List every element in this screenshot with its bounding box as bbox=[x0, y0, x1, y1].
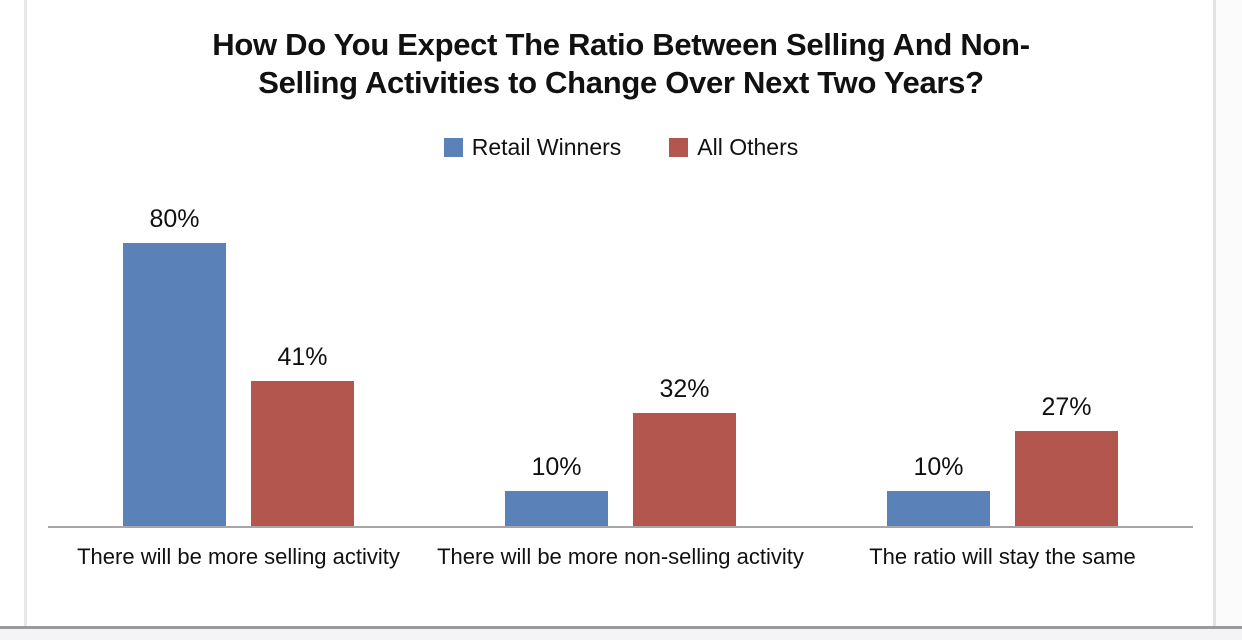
page-bottom-divider bbox=[0, 626, 1242, 629]
category-labels: There will be more selling activity There… bbox=[48, 541, 1193, 613]
chart-title-line-2: Selling Activities to Change Over Next T… bbox=[258, 65, 984, 100]
legend-item-all-others: All Others bbox=[669, 134, 798, 161]
bar-value-label-all-others-0: 41% bbox=[277, 343, 328, 371]
category-cell-0: There will be more selling activity bbox=[77, 541, 400, 613]
bar-retail-winners-1 bbox=[505, 491, 608, 527]
bar-retail-winners-0 bbox=[123, 243, 226, 527]
bar-retail-winners-2 bbox=[887, 491, 990, 527]
bar-value-label-retail-winners-0: 80% bbox=[149, 205, 200, 233]
bar-all-others-0 bbox=[251, 381, 354, 527]
category-cell-1: There will be more non-selling activity bbox=[437, 541, 804, 613]
bar-value-label-retail-winners-1: 10% bbox=[531, 453, 582, 481]
x-axis-line bbox=[48, 526, 1193, 528]
bar-column-all-others-1: 32% bbox=[633, 375, 736, 527]
bar-all-others-1 bbox=[633, 413, 736, 527]
category-label-2: The ratio will stay the same bbox=[869, 544, 1136, 569]
legend-swatch-retail-winners bbox=[443, 138, 463, 157]
bar-group-1: 10% 32% bbox=[505, 375, 736, 527]
bar-group-2: 10% 27% bbox=[887, 393, 1118, 527]
legend-item-retail-winners: Retail Winners bbox=[443, 134, 622, 161]
bar-value-label-all-others-1: 32% bbox=[659, 375, 710, 403]
plot-area: 80% 41% 10% 32% 10% 27% bbox=[48, 190, 1193, 527]
category-label-0: There will be more selling activity bbox=[77, 544, 400, 569]
category-label-1: There will be more non-selling activity bbox=[437, 544, 804, 569]
viewer-right-margin bbox=[1216, 0, 1242, 629]
bar-column-all-others-0: 41% bbox=[251, 343, 354, 527]
bar-column-retail-winners-0: 80% bbox=[123, 205, 226, 527]
bar-column-retail-winners-2: 10% bbox=[887, 453, 990, 527]
legend-label-all-others: All Others bbox=[697, 134, 799, 160]
legend-swatch-all-others bbox=[669, 138, 689, 157]
bar-value-label-retail-winners-2: 10% bbox=[913, 453, 964, 481]
viewer-bottom-strip bbox=[0, 629, 1242, 640]
page-left-edge bbox=[24, 0, 27, 629]
page-right-edge bbox=[1213, 0, 1216, 629]
chart-title: How Do You Expect The Ratio Between Sell… bbox=[0, 26, 1242, 102]
chart-legend: Retail Winners All Others bbox=[0, 134, 1242, 161]
chart-title-line-1: How Do You Expect The Ratio Between Sell… bbox=[212, 27, 1030, 62]
bar-column-retail-winners-1: 10% bbox=[505, 453, 608, 527]
category-cell-2: The ratio will stay the same bbox=[869, 541, 1136, 613]
bar-column-all-others-2: 27% bbox=[1015, 393, 1118, 527]
bar-all-others-2 bbox=[1015, 431, 1118, 527]
legend-label-retail-winners: Retail Winners bbox=[471, 134, 622, 160]
bar-value-label-all-others-2: 27% bbox=[1041, 393, 1092, 421]
bar-group-0: 80% 41% bbox=[123, 205, 354, 527]
